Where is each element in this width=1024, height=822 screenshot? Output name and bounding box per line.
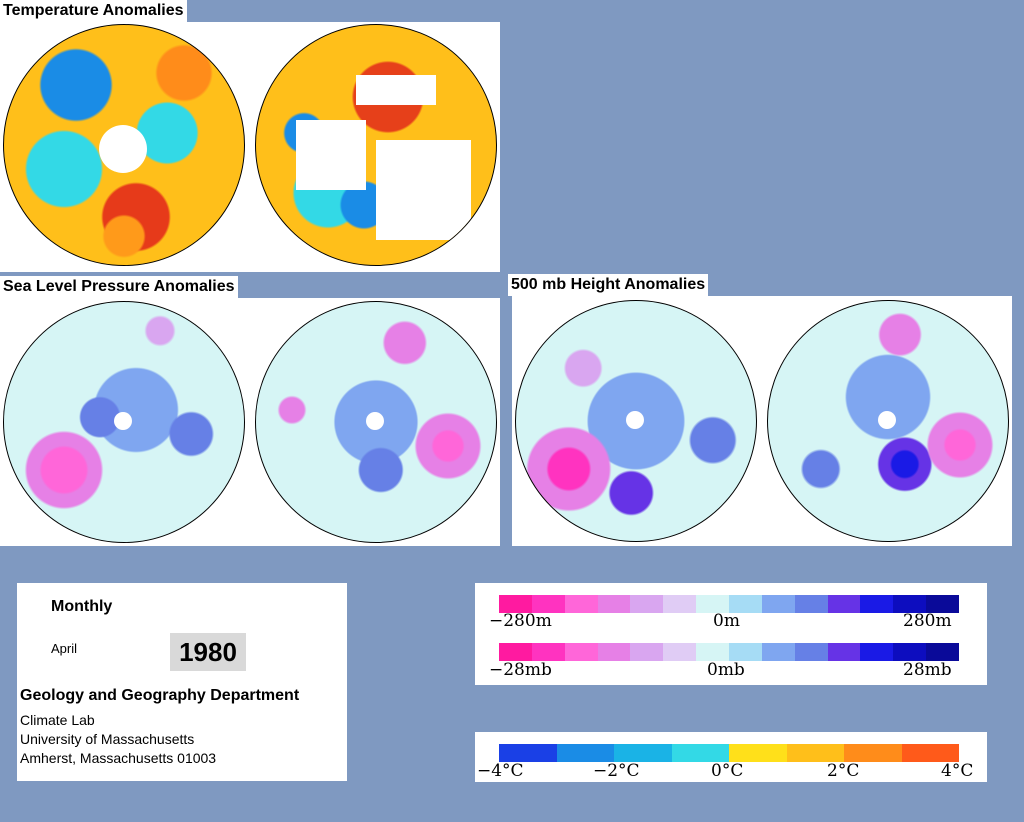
period-label: Monthly — [51, 598, 113, 615]
pressure-scale-swatch — [663, 643, 697, 661]
height-scale-swatch — [564, 595, 598, 613]
pressure-color-scale — [499, 643, 960, 661]
pole-marker — [878, 411, 896, 429]
height500-panel — [512, 296, 1012, 546]
slp-panel — [0, 298, 500, 546]
height500-globe-north — [515, 300, 757, 542]
missing-data-polar-region — [99, 125, 147, 173]
temperature-title: Temperature Anomalies — [0, 0, 187, 22]
anomaly-legend: −280m 0m 280m −28mb 0mb 28mb — [475, 583, 987, 685]
slp-globe-north — [3, 301, 245, 543]
month-label: April — [51, 641, 78, 656]
pressure-min-label: −28mb — [489, 660, 552, 680]
temp-label-2: 2°C — [827, 761, 860, 781]
temp-label-4: 4°C — [941, 761, 974, 781]
temp-label-neg2: −2°C — [593, 761, 640, 781]
height-min-label: −280m — [489, 611, 552, 631]
temperature-scale-swatch — [786, 744, 844, 762]
height-scale-swatch — [597, 595, 631, 613]
height-scale-swatch — [630, 595, 664, 613]
height500-title: 500 mb Height Anomalies — [508, 274, 709, 296]
pressure-mid-label: 0mb — [707, 660, 745, 680]
info-box: Monthly April 1980 Geology and Geography… — [17, 583, 347, 781]
pressure-scale-swatch — [761, 643, 795, 661]
pressure-scale-swatch — [597, 643, 631, 661]
temperature-legend: −4°C −2°C 0°C 2°C 4°C — [475, 732, 987, 782]
height-scale-swatch — [531, 595, 565, 613]
temperature-scale-swatch — [614, 744, 672, 762]
temperature-globe-south — [255, 24, 497, 266]
address-label: Amherst, Massachusetts 01003 — [20, 750, 217, 766]
pressure-scale-swatch — [696, 643, 730, 661]
pressure-scale-swatch — [827, 643, 861, 661]
height500-globe-south — [767, 300, 1009, 542]
height-scale-swatch — [893, 595, 927, 613]
slp-title: Sea Level Pressure Anomalies — [0, 276, 238, 298]
pole-marker — [626, 411, 644, 429]
slp-globe-south — [255, 301, 497, 543]
height-scale-swatch — [729, 595, 762, 613]
height-max-label: 280m — [903, 611, 952, 631]
height-mid-label: 0m — [713, 611, 740, 631]
height-scale-swatch — [696, 595, 730, 613]
height-scale-swatch — [926, 595, 960, 613]
missing-data-ring — [356, 75, 436, 105]
university-label: University of Massachusetts — [20, 731, 195, 747]
temperature-panel — [0, 22, 500, 272]
height-scale-swatch — [794, 595, 828, 613]
pressure-scale-swatch — [564, 643, 598, 661]
pressure-scale-swatch — [860, 643, 894, 661]
temp-label-0: 0°C — [711, 761, 744, 781]
pressure-max-label: 28mb — [903, 660, 952, 680]
missing-data-sector — [296, 120, 366, 190]
pressure-scale-swatch — [531, 643, 565, 661]
temperature-globe-north — [3, 24, 245, 266]
height-scale-swatch — [860, 595, 894, 613]
pressure-scale-swatch — [926, 643, 960, 661]
temperature-scale-swatch — [556, 744, 614, 762]
temperature-scale-swatch — [844, 744, 902, 762]
temp-label-neg4: −4°C — [477, 761, 524, 781]
pressure-scale-swatch — [794, 643, 828, 661]
year-badge: 1980 — [170, 633, 246, 671]
pole-marker — [366, 412, 384, 430]
height-scale-swatch — [761, 595, 795, 613]
pole-marker — [114, 412, 132, 430]
temperature-scale-swatch — [729, 744, 787, 762]
height-scale-swatch — [827, 595, 861, 613]
temperature-scale-swatch — [671, 744, 729, 762]
department-label: Geology and Geography Department — [20, 687, 300, 704]
missing-data-antarctic-region — [376, 140, 471, 240]
height-color-scale — [499, 595, 960, 613]
temperature-scale-swatch — [499, 744, 557, 762]
pressure-scale-swatch — [499, 643, 532, 661]
height-scale-swatch — [499, 595, 532, 613]
pressure-scale-swatch — [893, 643, 927, 661]
temperature-color-scale — [499, 744, 959, 762]
pressure-scale-swatch — [729, 643, 762, 661]
height-scale-swatch — [663, 595, 697, 613]
pressure-scale-swatch — [630, 643, 664, 661]
temperature-scale-swatch — [901, 744, 959, 762]
lab-label: Climate Lab — [20, 712, 95, 728]
